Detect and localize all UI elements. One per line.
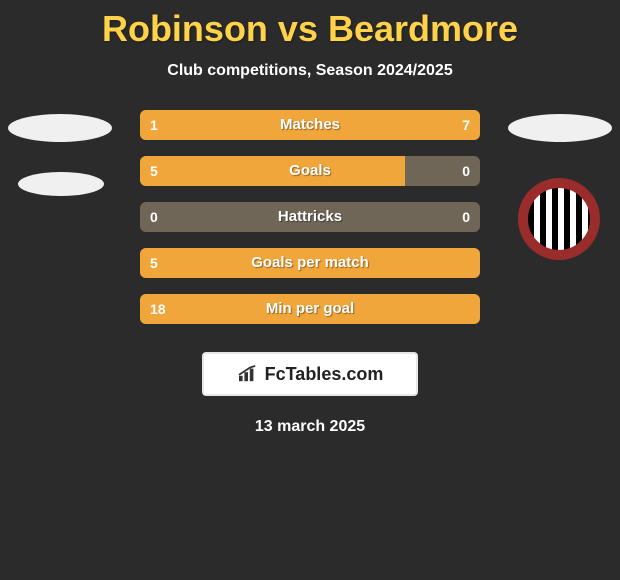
comparison-area: BATH CITY 17Matches 50Goals 00Hattricks 5Go… [0, 110, 620, 340]
right-player-badges: BATH CITY [508, 110, 612, 260]
left-player-badges [8, 110, 112, 196]
brand-badge: FcTables.com [202, 352, 418, 396]
stat-row-goals-per-match: 5Goals per match [140, 248, 480, 278]
left-badge-1 [8, 114, 112, 142]
club-crest-bath-city: BATH CITY [518, 178, 600, 260]
club-crest-label: BATH CITY [528, 180, 590, 187]
stat-bars: 17Matches 50Goals 00Hattricks 5Goals per ma… [140, 110, 480, 340]
page-subtitle: Club competitions, Season 2024/2025 [0, 62, 620, 80]
stat-label: Min per goal [140, 294, 480, 324]
stat-row-matches: 17Matches [140, 110, 480, 140]
page-title: Robinson vs Beardmore [0, 0, 620, 50]
stat-label: Goals [140, 156, 480, 186]
brand-text: FcTables.com [265, 364, 384, 385]
stat-label: Matches [140, 110, 480, 140]
footer-date: 13 march 2025 [0, 418, 620, 436]
stat-row-hattricks: 00Hattricks [140, 202, 480, 232]
right-badge-1 [508, 114, 612, 142]
stat-row-min-per-goal: 18Min per goal [140, 294, 480, 324]
stat-label: Hattricks [140, 202, 480, 232]
bar-chart-icon [237, 365, 259, 383]
stat-label: Goals per match [140, 248, 480, 278]
left-badge-2 [18, 172, 104, 196]
stat-row-goals: 50Goals [140, 156, 480, 186]
